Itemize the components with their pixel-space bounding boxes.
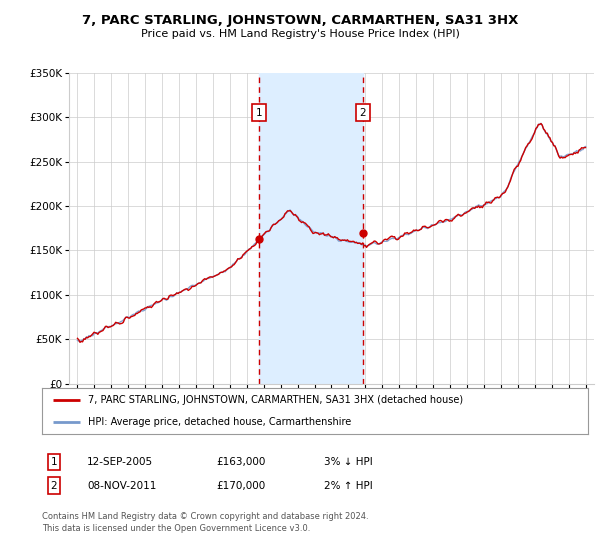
Text: 1: 1 bbox=[256, 108, 262, 118]
Text: 12-SEP-2005: 12-SEP-2005 bbox=[87, 457, 153, 467]
Text: 3% ↓ HPI: 3% ↓ HPI bbox=[324, 457, 373, 467]
Text: Price paid vs. HM Land Registry's House Price Index (HPI): Price paid vs. HM Land Registry's House … bbox=[140, 29, 460, 39]
Text: 7, PARC STARLING, JOHNSTOWN, CARMARTHEN, SA31 3HX: 7, PARC STARLING, JOHNSTOWN, CARMARTHEN,… bbox=[82, 14, 518, 27]
Text: 7, PARC STARLING, JOHNSTOWN, CARMARTHEN, SA31 3HX (detached house): 7, PARC STARLING, JOHNSTOWN, CARMARTHEN,… bbox=[88, 395, 464, 405]
Text: HPI: Average price, detached house, Carmarthenshire: HPI: Average price, detached house, Carm… bbox=[88, 417, 352, 427]
Text: 2: 2 bbox=[50, 480, 58, 491]
Text: 2: 2 bbox=[359, 108, 366, 118]
Text: 1: 1 bbox=[50, 457, 58, 467]
Text: £170,000: £170,000 bbox=[216, 480, 265, 491]
Text: Contains HM Land Registry data © Crown copyright and database right 2024.
This d: Contains HM Land Registry data © Crown c… bbox=[42, 512, 368, 533]
Bar bbox=[259, 73, 363, 384]
Text: £163,000: £163,000 bbox=[216, 457, 265, 467]
Text: 2% ↑ HPI: 2% ↑ HPI bbox=[324, 480, 373, 491]
Text: 08-NOV-2011: 08-NOV-2011 bbox=[87, 480, 157, 491]
